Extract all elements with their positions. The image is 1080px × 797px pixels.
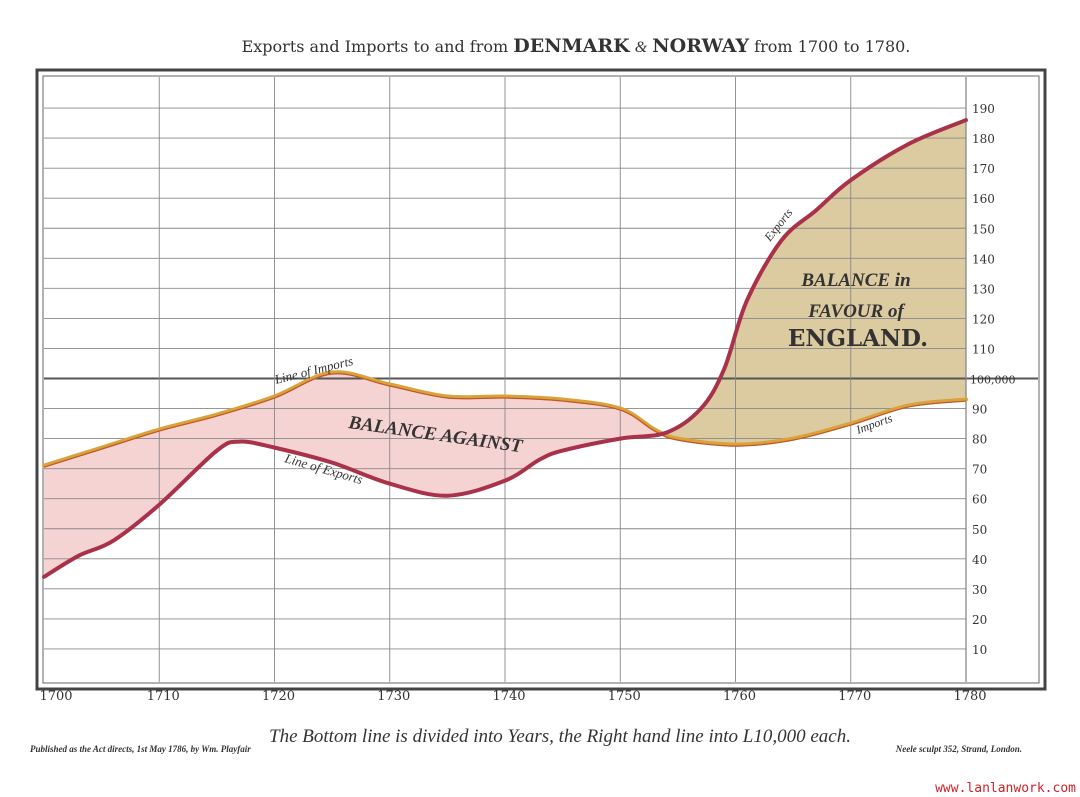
y-tick-label: 180 bbox=[972, 132, 995, 146]
y-tick-label: 110 bbox=[972, 342, 995, 356]
watermark: www.lanlanwork.com bbox=[935, 781, 1076, 796]
favour-line1: BALANCE in bbox=[800, 270, 910, 291]
y-tick-label: 60 bbox=[972, 493, 987, 507]
x-tick-label: 1710 bbox=[147, 689, 180, 704]
y-tick-label: 20 bbox=[972, 613, 987, 627]
imports-line-edge bbox=[43, 373, 967, 468]
y-tick-label: 170 bbox=[972, 162, 995, 176]
y-tick-label: 120 bbox=[972, 312, 995, 326]
outer-frame bbox=[35, 68, 1047, 691]
y-tick-label: 40 bbox=[972, 553, 987, 567]
y-tick-label: 140 bbox=[972, 252, 995, 266]
y-tick-label: 50 bbox=[972, 523, 987, 537]
inner-frame bbox=[42, 75, 1040, 684]
x-tick-label: 1760 bbox=[723, 689, 756, 704]
y-tick-label: 150 bbox=[972, 222, 995, 236]
y-tick-label: 90 bbox=[972, 403, 987, 417]
favour-line3: ENGLAND. bbox=[788, 325, 928, 352]
y-tick-label: 160 bbox=[972, 192, 995, 206]
x-tick-label: 1770 bbox=[838, 689, 871, 704]
x-tick-label: 1780 bbox=[953, 689, 986, 704]
x-tick-label: 1730 bbox=[377, 689, 410, 704]
favour-line2: FAVOUR of bbox=[807, 301, 905, 322]
y-tick-label: 10 bbox=[972, 643, 987, 657]
y-tick-label: 70 bbox=[972, 463, 987, 477]
imports-line bbox=[42, 370, 968, 468]
y-tick-label-100: 100,000 bbox=[970, 374, 1016, 387]
x-tick-label: 1720 bbox=[262, 689, 295, 704]
x-tick-label: 1750 bbox=[608, 689, 641, 704]
credit-left: Published as the Act directs, 1st May 17… bbox=[30, 744, 251, 754]
y-tick-label: 130 bbox=[972, 282, 995, 296]
y-tick-label: 30 bbox=[972, 583, 987, 597]
x-axis-caption: The Bottom line is divided into Years, t… bbox=[269, 726, 851, 747]
chart-title: Exports and Imports to and from DENMARK … bbox=[242, 35, 911, 57]
x-tick-label: 1700 bbox=[39, 689, 72, 704]
y-tick-label: 80 bbox=[972, 433, 987, 447]
exports-line bbox=[42, 118, 968, 579]
credit-right: Neele sculpt 352, Strand, London. bbox=[895, 744, 1022, 754]
x-tick-label: 1740 bbox=[492, 689, 525, 704]
y-tick-label: 190 bbox=[972, 102, 995, 116]
